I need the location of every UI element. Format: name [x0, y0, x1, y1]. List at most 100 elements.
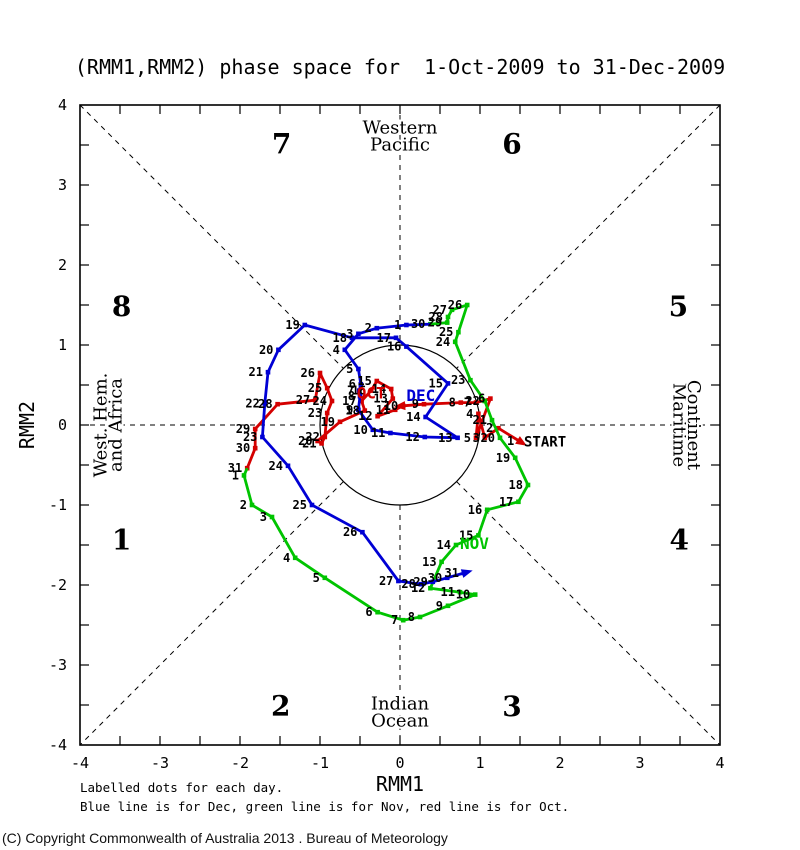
day-label-nov-9: 9	[436, 599, 443, 613]
y-tick-label: 2	[58, 256, 67, 274]
phase-diagonal-se	[456, 481, 721, 746]
day-label-dec-29: 29	[413, 575, 427, 589]
day-label-dec-17: 17	[377, 331, 391, 345]
tick-marks	[80, 105, 720, 745]
day-label-dec-28: 28	[401, 577, 415, 591]
day-dot-nov-22	[482, 398, 488, 404]
day-dot-nov-21	[489, 417, 495, 423]
day-label-dec-23: 23	[243, 430, 257, 444]
day-label-dec-13: 13	[438, 431, 452, 445]
day-label-nov-5: 5	[313, 571, 320, 585]
annotations: START OCT DEC NOV	[357, 384, 566, 553]
region-label-continent: Continent	[683, 380, 704, 471]
day-dot-nov-2	[249, 502, 255, 508]
day-dot-oct-5	[473, 435, 479, 441]
day-label-dec-11: 11	[371, 426, 385, 440]
day-dot-dec-22	[262, 401, 268, 406]
region-label-indian: Indian	[371, 694, 430, 715]
day-label-dec-21: 21	[249, 365, 263, 379]
day-dot-nov-1	[241, 473, 247, 478]
oct-label: OCT	[357, 384, 386, 403]
day-dot-oct-26	[317, 370, 323, 376]
day-dot-dec-15	[445, 381, 451, 386]
day-label-oct-5: 5	[464, 431, 471, 445]
phase-grid	[79, 104, 721, 746]
day-dot-dec-30	[444, 575, 450, 581]
day-label-oct-28: 28	[258, 397, 272, 411]
day-label-nov-2: 2	[240, 498, 247, 512]
day-dot-dec-9	[356, 407, 361, 413]
chart-title: (RMM1,RMM2) phase space for 1-Oct-2009 t…	[74, 55, 726, 79]
x-tick-label: 3	[635, 754, 644, 772]
phase-number-2: 2	[271, 689, 290, 722]
day-label-oct-12: 12	[358, 409, 372, 423]
day-dot-oct-14	[388, 386, 394, 392]
day-label-nov-15: 15	[459, 528, 473, 542]
day-label-dec-20: 20	[259, 343, 273, 357]
region-label-pacific: Pacific	[370, 135, 430, 156]
day-label-nov-13: 13	[422, 555, 436, 569]
nov-label: NOV	[460, 534, 489, 553]
day-dot-dec-8	[357, 393, 363, 399]
region-label-maritime: Maritime	[669, 383, 690, 467]
day-dot-oct-25	[324, 385, 330, 391]
day-label-nov-3: 3	[260, 510, 267, 524]
day-label-dec-30: 30	[428, 571, 442, 585]
day-label-oct-4: 4	[466, 407, 473, 421]
day-dot-nov-26	[464, 302, 470, 308]
phase-diagonal-nw	[79, 104, 344, 369]
day-dot-oct-15	[374, 378, 380, 384]
day-dot-dec-16	[404, 344, 409, 349]
y-tick-label: -1	[49, 496, 67, 514]
day-label-nov-20: 20	[481, 431, 495, 445]
day-dot-dec-20	[276, 347, 281, 353]
day-label-dec-1: 1	[394, 318, 401, 332]
x-tick-label: -2	[231, 754, 249, 772]
day-dot-dec-21	[265, 369, 271, 375]
day-label-dec-6: 6	[349, 377, 356, 391]
day-label-nov-10: 10	[456, 588, 470, 602]
day-label-oct-27: 27	[296, 393, 310, 407]
day-dot-dec-6	[358, 381, 364, 387]
day-dot-oct-28	[275, 401, 280, 407]
day-dot-dec-25	[309, 502, 315, 508]
day-label-nov-18: 18	[509, 478, 523, 492]
day-dot-nov-28	[445, 314, 451, 320]
day-label-oct-17: 17	[342, 394, 356, 408]
day-dot-nov-24	[452, 339, 458, 345]
day-dot-dec-3	[356, 331, 361, 337]
dec-label: DEC	[406, 386, 435, 405]
day-label-oct-10: 10	[384, 399, 398, 413]
day-dot-oct-3	[482, 435, 488, 441]
region-label-and-africa: and Africa	[106, 378, 127, 472]
day-label-oct-6: 6	[478, 392, 485, 406]
phase-number-3: 3	[502, 690, 521, 723]
x-tick-label: 2	[555, 754, 564, 772]
y-tick-label: -2	[49, 576, 67, 594]
day-dot-nov-16	[484, 507, 490, 513]
day-dot-nov-23	[468, 377, 473, 383]
day-dot-nov-27	[449, 307, 455, 313]
day-dot-dec-10	[370, 427, 376, 433]
day-dot-dec-29	[430, 579, 436, 585]
day-dot-oct-13	[390, 396, 396, 401]
day-label-nov-7: 7	[391, 613, 398, 627]
day-label-oct-3: 3	[473, 431, 480, 445]
day-dot-oct-23	[324, 410, 330, 416]
axis-titles: RMM1 RMM2	[15, 401, 424, 796]
day-label-oct-22: 22	[305, 430, 319, 444]
phase-diagonal-sw	[79, 481, 344, 746]
day-dot-oct-22	[322, 434, 328, 440]
x-tick-label: 4	[715, 754, 724, 772]
day-dot-dec-11	[388, 430, 393, 436]
day-label-oct-26: 26	[301, 366, 315, 380]
day-dot-dec-1	[404, 322, 409, 328]
day-label-nov-6: 6	[365, 605, 372, 619]
day-dot-nov-29	[444, 320, 450, 325]
day-dot-oct-12	[375, 413, 380, 419]
day-label-nov-12: 12	[411, 581, 425, 595]
day-dot-nov-17	[516, 499, 521, 505]
